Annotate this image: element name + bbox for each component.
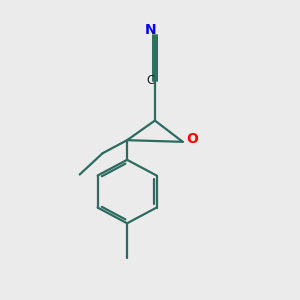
Text: N: N (145, 22, 157, 37)
Text: O: O (187, 132, 199, 146)
Text: C: C (147, 74, 155, 87)
